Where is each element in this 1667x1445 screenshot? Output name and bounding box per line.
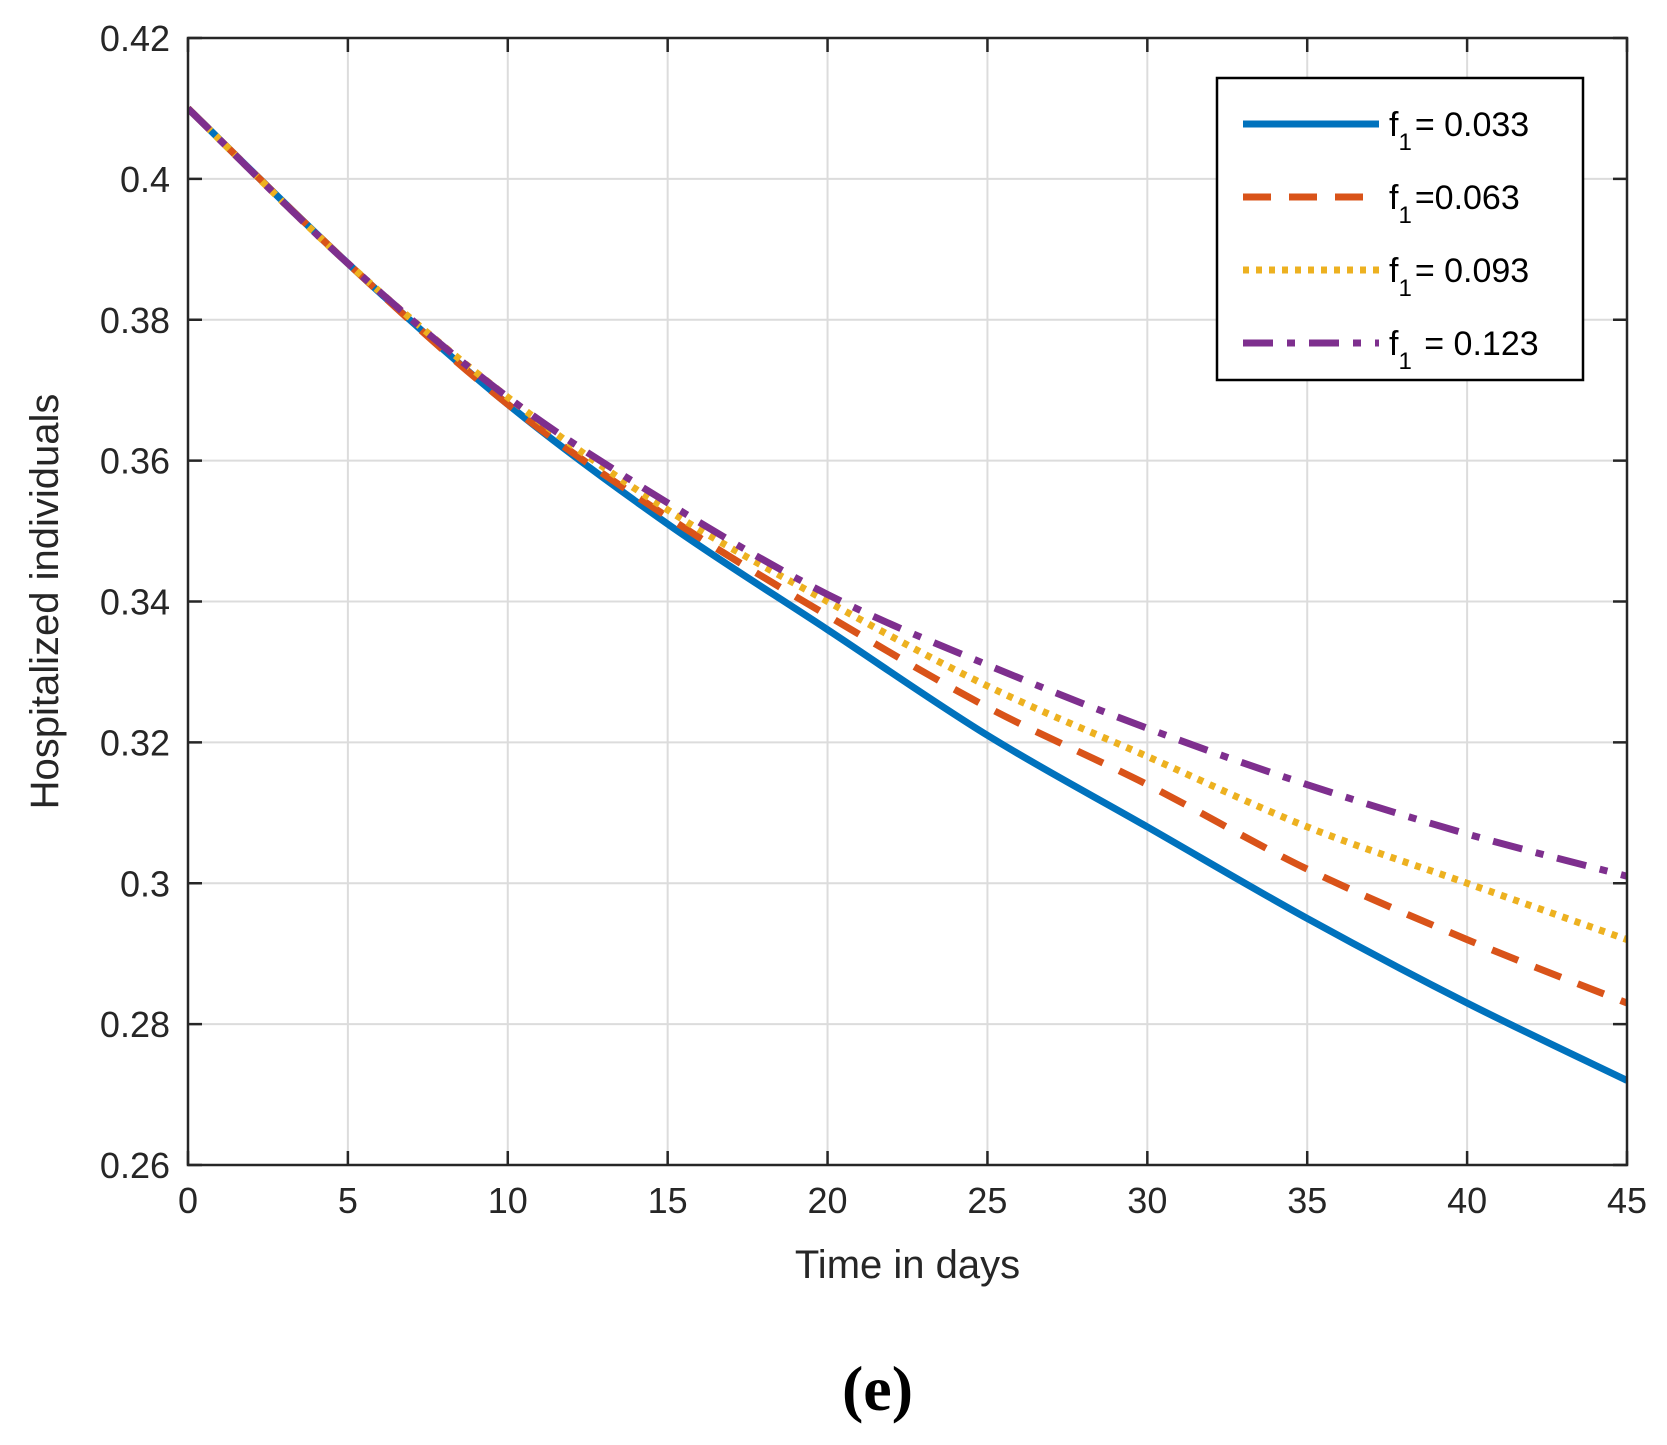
y-tick-label: 0.32: [100, 722, 170, 763]
x-axis-label: Time in days: [795, 1243, 1020, 1287]
x-tick-label: 10: [488, 1180, 528, 1221]
y-tick-labels: 0.26 0.28 0.3 0.32 0.34 0.36 0.38 0.4 0.42: [100, 18, 170, 1186]
series-lines: [188, 105, 1627, 1084]
legend-label-2: f1=0.063: [1389, 179, 1520, 229]
y-tick-label: 0.3: [120, 863, 170, 904]
y-tick-label: 0.4: [120, 159, 170, 200]
y-tick-label: 0.38: [100, 300, 170, 341]
x-tick-label: 15: [648, 1180, 688, 1221]
y-tick-label: 0.42: [100, 18, 170, 59]
y-axis-label: Hospitalized individuals: [23, 394, 67, 810]
figure-caption: (e): [842, 1353, 913, 1424]
x-tick-label: 35: [1287, 1180, 1327, 1221]
legend-label-4: f1 = 0.123: [1389, 325, 1539, 375]
x-tick-label: 5: [338, 1180, 358, 1221]
legend-label-1: f1= 0.033: [1389, 106, 1529, 156]
series-line-2: [188, 105, 1627, 1007]
legend-label-3: f1= 0.093: [1389, 252, 1529, 302]
x-tick-label: 25: [967, 1180, 1007, 1221]
x-tick-label: 45: [1607, 1180, 1647, 1221]
x-tick-label: 20: [808, 1180, 848, 1221]
x-tick-label: 0: [178, 1180, 198, 1221]
y-tick-label: 0.26: [100, 1145, 170, 1186]
x-tick-labels: 0 5 10 15 20 25 30 35 40 45: [178, 1180, 1647, 1221]
y-tick-label: 0.36: [100, 441, 170, 482]
x-tick-label: 30: [1127, 1180, 1167, 1221]
series-line-4: [188, 105, 1627, 880]
y-tick-label: 0.34: [100, 582, 170, 623]
axis-ticks: [186, 36, 1629, 1167]
legend-box: [1215, 76, 1585, 382]
x-tick-label: 40: [1447, 1180, 1487, 1221]
legend: f1= 0.033 f1=0.063 f1= 0.093 f1 = 0.123: [1215, 76, 1585, 382]
y-tick-label: 0.28: [100, 1004, 170, 1045]
